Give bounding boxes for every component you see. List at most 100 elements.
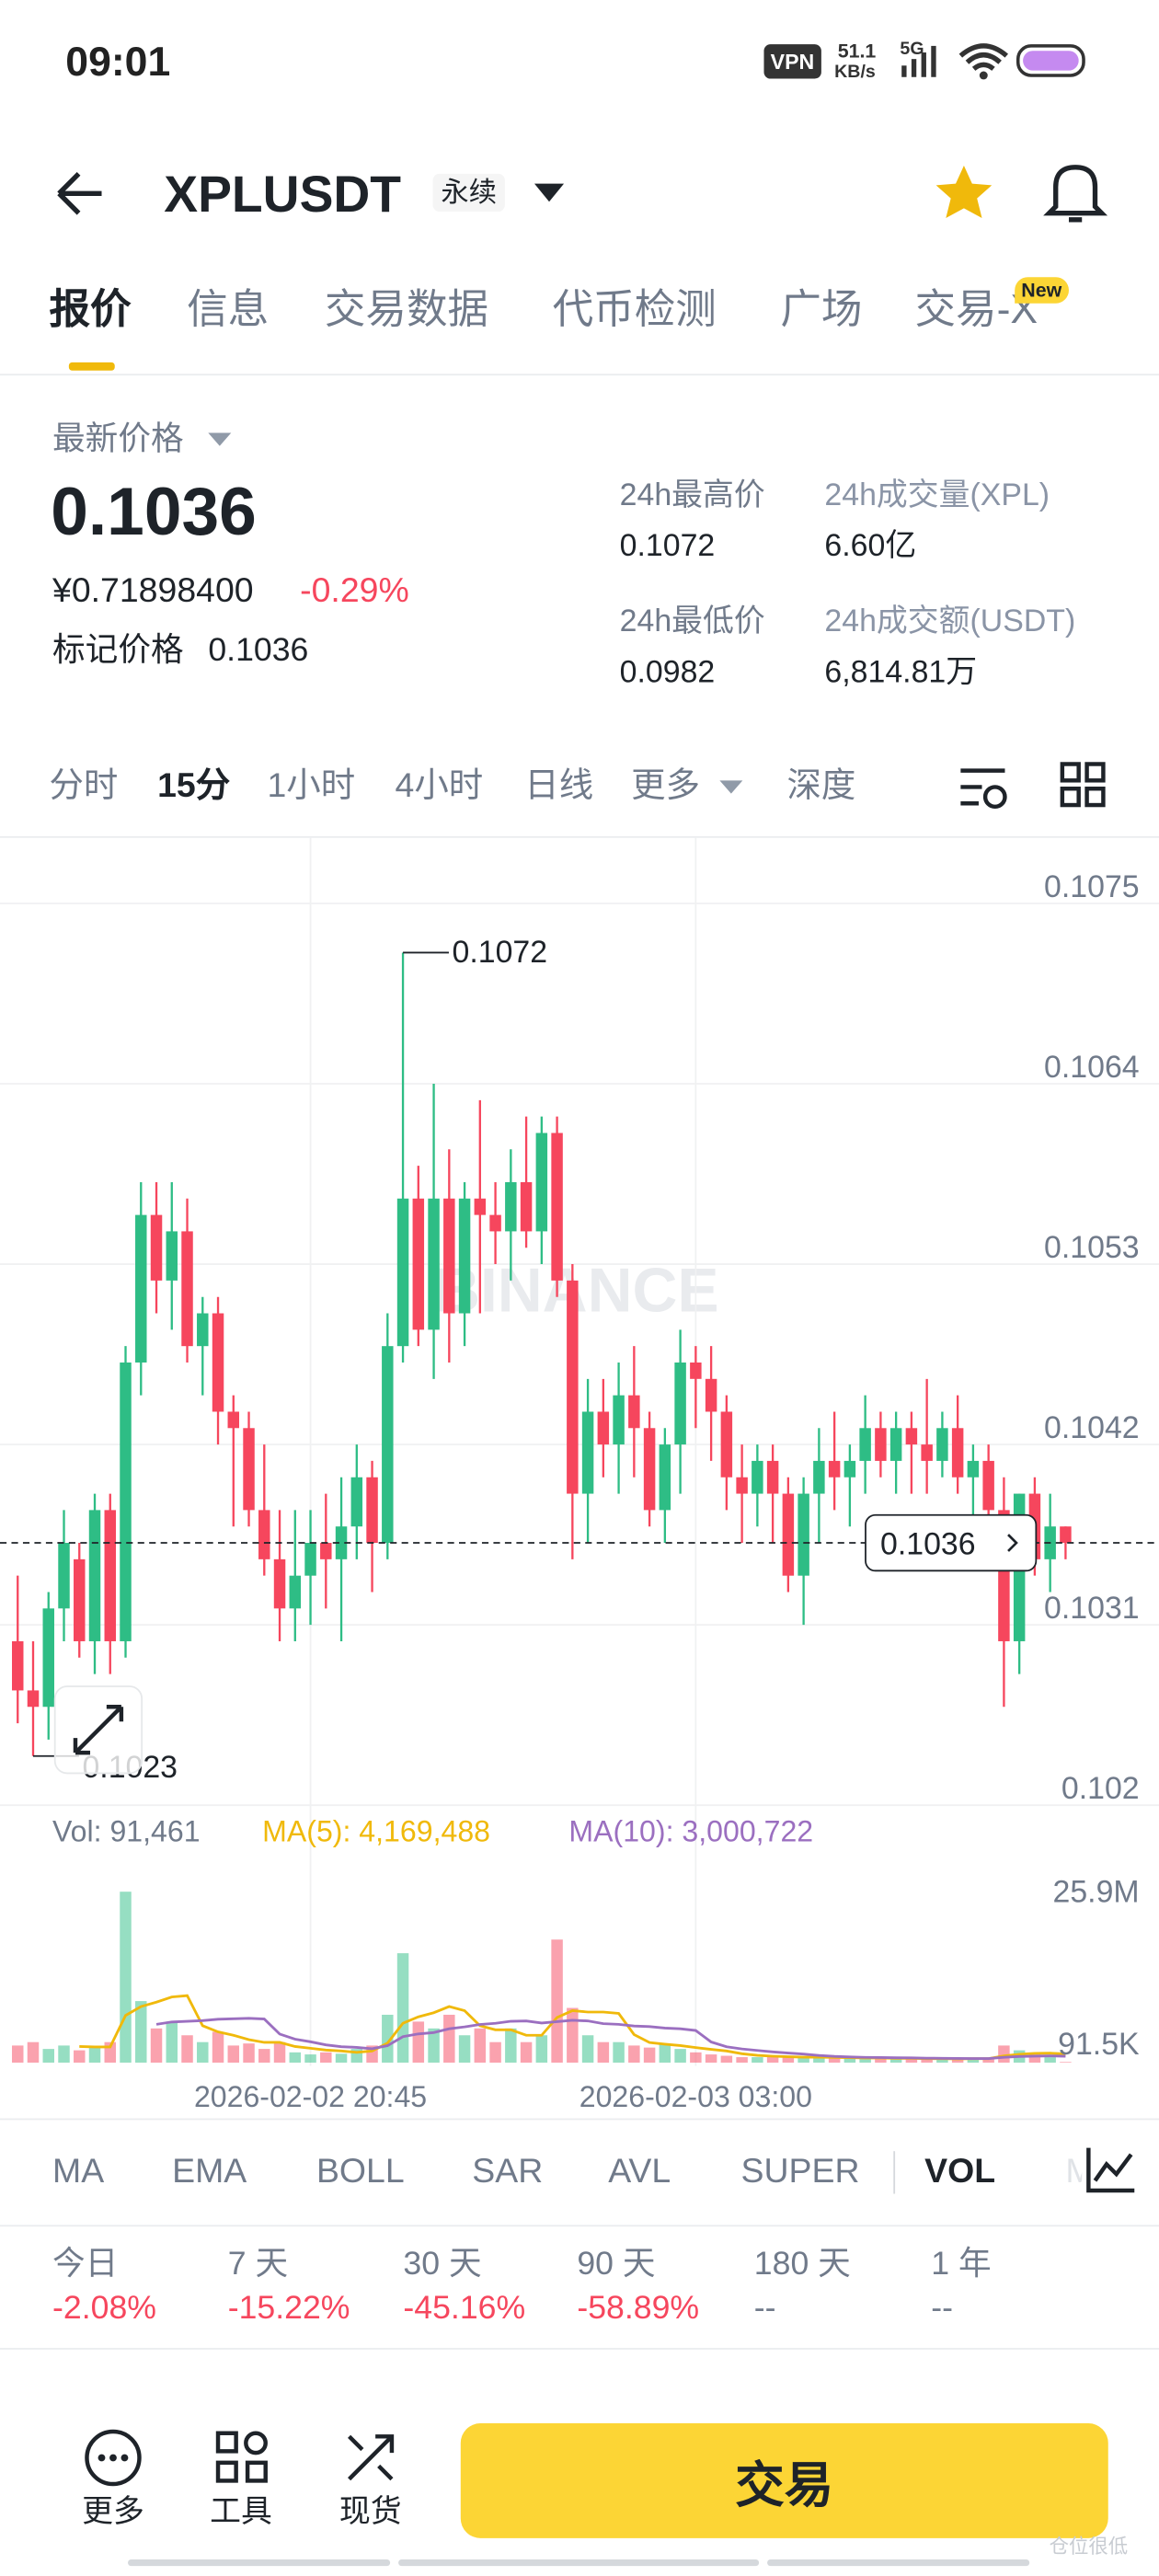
volume-bar [443, 2014, 455, 2063]
indicator[interactable]: SUPER [740, 2153, 860, 2191]
volume-bar [782, 2057, 795, 2063]
volume-bar [766, 2056, 779, 2063]
volume-bar [828, 2058, 841, 2063]
volume-bar [304, 2054, 316, 2063]
candle-body [42, 1608, 54, 1708]
period-change: -15.22% [227, 2290, 350, 2327]
period-label: 今日 [52, 2246, 119, 2283]
stat-value: 0.1072 [619, 529, 716, 565]
layout-icon[interactable] [1059, 761, 1107, 810]
bell-icon[interactable] [1042, 157, 1108, 226]
candle-body [150, 1214, 163, 1281]
tab[interactable]: 广场 [780, 286, 863, 333]
chart-settings-icon[interactable] [956, 761, 1012, 813]
volume-bar [505, 2028, 517, 2063]
y-tick-label: 0.1064 [1044, 1050, 1140, 1085]
tab[interactable]: 交易数据 [324, 286, 489, 333]
price-dropdown[interactable] [207, 430, 234, 449]
interval[interactable]: 分时 [49, 767, 119, 806]
interval[interactable]: 4小时 [395, 767, 484, 806]
volume-bar [120, 1892, 132, 2063]
indicator[interactable]: EMA [172, 2153, 247, 2191]
period-change: -45.16% [403, 2290, 526, 2327]
volume-bar [936, 2058, 948, 2063]
nav-label[interactable]: 现货 [339, 2495, 402, 2530]
candle-body [889, 1428, 902, 1461]
x-tick-label: 2026-02-03 03:00 [580, 2080, 812, 2113]
candle-body [443, 1198, 455, 1314]
candle-body [104, 1510, 117, 1641]
nav-label[interactable]: 工具 [210, 2495, 272, 2530]
indicator[interactable]: SAR [472, 2153, 544, 2191]
candle-body [74, 1558, 86, 1641]
candle-body [350, 1477, 363, 1527]
volume-bar [74, 2050, 86, 2063]
favorite-star[interactable] [931, 161, 996, 226]
back-button[interactable] [49, 164, 114, 223]
tab[interactable]: 代币检测 [552, 286, 717, 333]
volume-bar [458, 2035, 471, 2063]
high-label: 0.1072 [453, 935, 548, 970]
volume-bar [197, 2041, 209, 2063]
volume-bar [166, 2021, 178, 2063]
interval[interactable]: 15分 [157, 767, 231, 806]
stat-value: 6,814.81万 [824, 655, 978, 691]
footer-watermark: 仓位很低 [1049, 2535, 1129, 2559]
candle-body [366, 1477, 378, 1544]
tools-icon[interactable] [212, 2427, 274, 2490]
volume-bar [813, 2057, 825, 2063]
y-tick-label: 0.102 [1061, 1771, 1140, 1806]
volume-bar [1060, 2062, 1072, 2063]
candle-body [597, 1411, 610, 1445]
more-icon[interactable] [82, 2427, 144, 2490]
volume-bar [998, 2045, 1010, 2063]
period-label: 30 天 [403, 2246, 482, 2283]
interval[interactable]: 1小时 [267, 767, 356, 806]
candle-body [120, 1362, 132, 1641]
ma10-line [155, 2017, 1066, 2060]
candle-body [567, 1280, 579, 1494]
indicator-settings-icon[interactable] [1082, 2145, 1138, 2198]
expand-button[interactable] [53, 1685, 143, 1775]
volume-bar [1028, 2054, 1041, 2063]
net-speed: 51.1 [837, 39, 877, 63]
period-change: -58.89% [577, 2290, 700, 2327]
volume-bar [967, 2057, 980, 2063]
volume-bar [135, 2001, 147, 2063]
symbol-dropdown[interactable] [531, 180, 567, 207]
candle-body [27, 1690, 40, 1708]
candle-body [181, 1231, 193, 1347]
volume-bar [320, 2052, 332, 2063]
network-type: 5G [900, 39, 924, 60]
interval[interactable]: 深度 [786, 767, 856, 806]
volume-bar [628, 2045, 640, 2063]
volume-bar [551, 1939, 563, 2063]
y-tick-label: 0.1053 [1044, 1230, 1140, 1265]
candle-body [243, 1428, 255, 1511]
indicator[interactable]: VOL [924, 2153, 996, 2191]
indicator[interactable]: BOLL [316, 2153, 405, 2191]
symbol[interactable]: XPLUSDT [164, 166, 402, 224]
net-speed-unit: KB/s [834, 62, 876, 83]
candle-body [227, 1411, 240, 1429]
spot-icon[interactable] [339, 2427, 402, 2490]
more-dropdown[interactable] [718, 777, 745, 797]
candle-body [382, 1346, 394, 1544]
interval[interactable]: 日线 [524, 767, 594, 806]
candle-body [690, 1362, 702, 1379]
trade-button[interactable]: 交易 [460, 2423, 1108, 2538]
candle-body [520, 1181, 533, 1232]
tab[interactable]: 信息 [187, 286, 270, 333]
interval[interactable]: 更多 [631, 767, 700, 806]
volume-bar [227, 2045, 240, 2063]
candle-body [428, 1198, 440, 1330]
nav-label[interactable]: 更多 [82, 2495, 144, 2530]
indicator[interactable]: MA [52, 2153, 105, 2191]
volume-bar [982, 2058, 994, 2063]
volume-bar [243, 2043, 255, 2063]
gesture-bar [128, 2559, 391, 2567]
tab-indicator [68, 362, 115, 371]
tab[interactable]: 报价 [49, 286, 132, 333]
divider [0, 2348, 1159, 2350]
indicator[interactable]: AVL [608, 2153, 671, 2191]
